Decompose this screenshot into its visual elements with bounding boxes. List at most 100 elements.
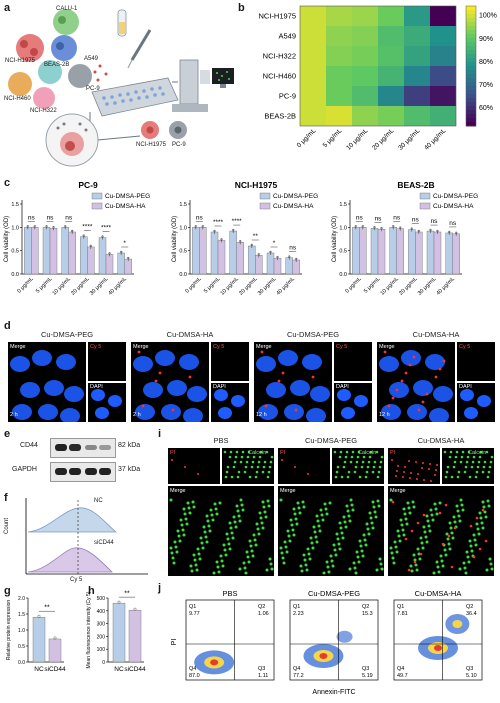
flow-quadrant-label: Q3	[362, 666, 369, 672]
colorbar-segment	[466, 14, 476, 19]
live-dead-merge-image	[278, 486, 384, 576]
significance-label: ****	[101, 225, 112, 232]
dapi-nuclei	[337, 389, 368, 419]
heatmap-cell	[352, 86, 378, 106]
bar-chart-y-tick-label: 1.0	[179, 225, 187, 231]
live-dead-merge-label: Merge	[390, 488, 406, 494]
bar-chart-x-tick-label: 10 μg/mL	[380, 276, 401, 297]
significance-label: ****	[213, 219, 224, 226]
panel-j-flow: PBS Q1 9.77 Q2 1.06 Q4 87.0 Q3 1.11 Cu-DMSA-PEG Q1…	[168, 589, 500, 698]
bar-chart-data-point	[126, 256, 130, 260]
confocal-cy5-image	[334, 342, 372, 381]
viability-bar-charts: PC-9 Cell viability (OD) 0.0 0.5 1.0 1.5 ns 0 μ…	[4, 180, 478, 297]
flow-quadrant-label: 15.3	[362, 611, 373, 617]
significance-label: ns	[393, 214, 401, 221]
bar-chart-y-tick-label: 0.5	[339, 249, 347, 255]
panel-label-f: f	[4, 492, 8, 504]
colorbar-segment	[466, 110, 476, 115]
confocal-dapi-label: DAPI	[213, 384, 226, 390]
bar-chart-bar	[117, 252, 125, 275]
legend-swatch	[419, 192, 431, 200]
confocal-merge-image	[131, 342, 209, 422]
cell-label-nci-h1975: NCI-H1975	[5, 58, 36, 64]
confocal-cy5-image	[88, 342, 126, 381]
heatmap-row-label: NCI-H1975	[258, 12, 296, 21]
bar-chart-y-tick-label: 300	[97, 622, 106, 628]
bar-chart-bar	[68, 231, 76, 275]
bar-chart-x-tick-label: NC	[34, 666, 44, 673]
flow-plot-title: Cu-DMSA-HA	[415, 590, 462, 598]
flow-quadrant-label: 7.81	[397, 611, 408, 617]
merge-dots	[389, 498, 494, 575]
flow-quadrant-label: 5.19	[362, 673, 373, 679]
heatmap-row-label: NCI-H322	[263, 52, 296, 61]
result-label-nci-h1975: NCI-H1975	[136, 142, 167, 148]
heatmap-row-label: PC-9	[279, 92, 296, 101]
heatmap-cell	[404, 66, 430, 86]
legend-label: Cu-DMSA-PEG	[273, 193, 318, 200]
bar-chart-y-tick-label: 0.0	[11, 272, 19, 278]
bar-chart-y-tick-label: 0	[102, 660, 105, 666]
legend-swatch	[91, 202, 103, 210]
heatmap-cell	[378, 46, 404, 66]
colorbar-frame	[465, 5, 477, 127]
bar-chart-y-tick-label: 1.0	[339, 225, 347, 231]
arrow-icon	[97, 135, 141, 141]
bar-chart-ylabel: Mean fluorescence intensity (Cy 5)	[86, 591, 92, 668]
significance-label: ns	[47, 214, 55, 221]
bar-chart-bar	[255, 255, 263, 275]
heatmap-cell	[352, 6, 378, 26]
nanoparticle-icon	[93, 64, 108, 82]
legend-swatch	[419, 202, 431, 210]
colorbar-segment	[466, 42, 476, 47]
live-dead-group-title: Cu-DMSA-PEG	[304, 436, 358, 445]
bar-chart-data-point	[82, 234, 86, 237]
pi-stain-image	[388, 448, 440, 484]
wb-band-gapdh	[50, 462, 116, 482]
calcein-label: Calcein	[358, 450, 377, 456]
bar-chart-bar	[445, 232, 453, 275]
colorbar-segment	[466, 86, 476, 91]
bar-chart-data-point	[361, 225, 365, 228]
bar-chart-bar	[61, 227, 69, 275]
bar-chart-data-point	[52, 226, 55, 229]
bar-chart-ylabel: Cell viability (OD)	[4, 216, 10, 262]
colorbar-segment	[466, 106, 476, 111]
heatmap-col-label: 5 μg/mL	[322, 127, 344, 149]
bar-chart-x-tick-label: 10 μg/mL	[220, 276, 241, 297]
colorbar-segment	[466, 66, 476, 71]
heatmap-cell	[326, 106, 352, 126]
flow-ylabel: PI	[171, 639, 178, 646]
flow-quadrant-label: 77.2	[293, 673, 304, 679]
colorbar-segment	[466, 10, 476, 15]
significance-label: ns	[375, 215, 383, 222]
bar-chart-data-point	[33, 225, 37, 228]
confocal-merge-label: Merge	[256, 344, 272, 350]
histogram-nc-label: NC	[94, 498, 103, 504]
calcein-label: Calcein	[248, 450, 267, 456]
heatmap-cell	[352, 26, 378, 46]
pi-dots	[281, 459, 309, 475]
panel-label-c: c	[4, 177, 11, 189]
bar-chart-data-point	[250, 243, 254, 247]
panel-label-e: e	[4, 428, 11, 440]
bar-chart-bar	[433, 231, 442, 275]
colorbar-segment	[466, 78, 476, 83]
flow-density-peak	[434, 645, 442, 651]
bar-chart-title: PC-9	[78, 180, 98, 190]
bar-chart-bar	[31, 227, 39, 275]
wb-size-cd44: 82 kDa	[118, 442, 141, 449]
legend-label: Cu-DMSA-HA	[273, 203, 314, 210]
flow-quadrant-label: Q2	[466, 604, 473, 610]
bar-chart-bar	[377, 229, 386, 275]
flow-quadrant-label: Q2	[362, 604, 369, 610]
live-dead-merge-image	[388, 486, 494, 576]
flow-quadrant-label: 49.7	[397, 673, 408, 679]
significance-label: ns	[431, 218, 439, 225]
bar-chart-data-point	[119, 250, 123, 254]
histogram-xlabel: Cy 5	[70, 577, 83, 583]
dapi-nuclei	[91, 389, 122, 419]
bar-chart-bar	[217, 240, 226, 275]
colorbar-segment	[466, 82, 476, 87]
heatmap-cell	[378, 86, 404, 106]
